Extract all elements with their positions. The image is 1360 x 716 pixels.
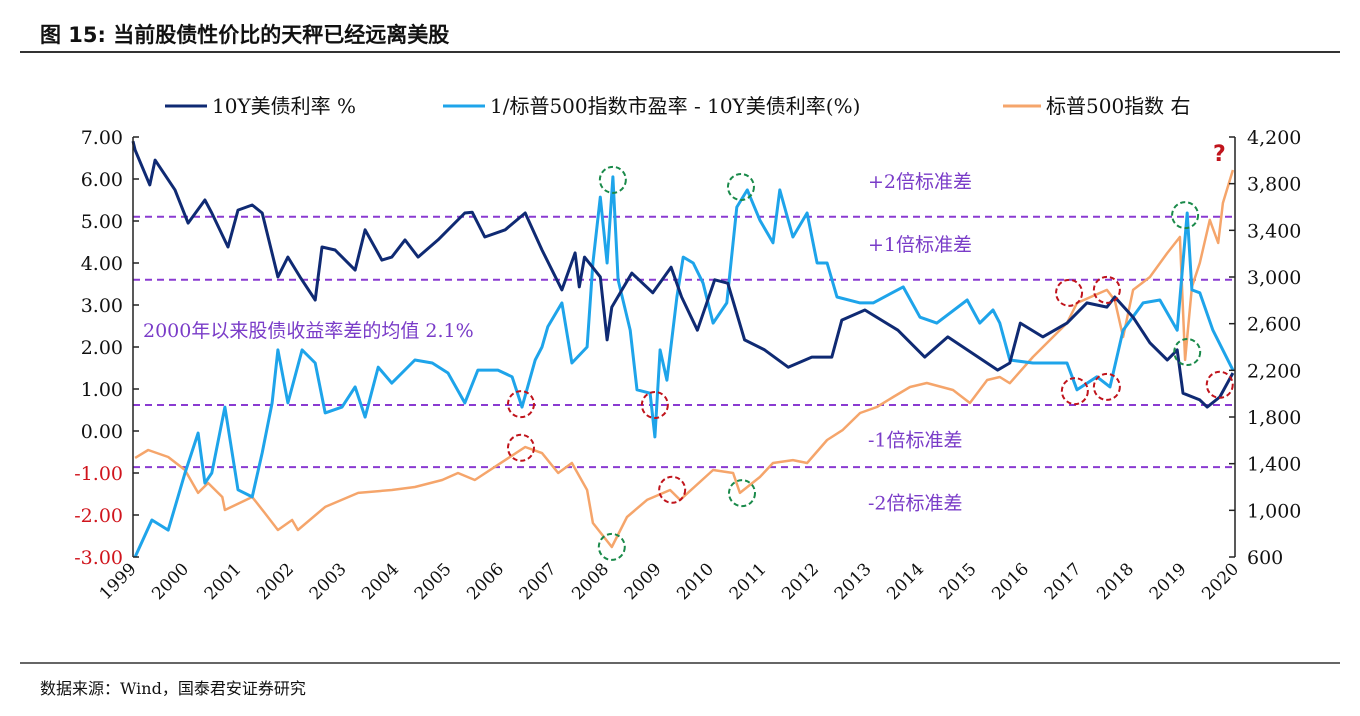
x-tick-label: 2001 (201, 559, 246, 604)
x-tick-label: 2015 (936, 559, 981, 604)
left-tick-label: 5.00 (81, 211, 123, 233)
left-tick-label: 1.00 (81, 379, 123, 401)
right-tick-label: 3,800 (1247, 174, 1301, 196)
reference-line-label: +2倍标准差 (868, 171, 972, 193)
left-tick-label: 7.00 (81, 127, 123, 149)
x-tick-label: 2003 (306, 559, 351, 604)
green-dashed-circle (1173, 338, 1202, 367)
green-dashed-circle (598, 165, 627, 194)
x-tick-label: 2017 (1041, 559, 1086, 604)
green-dashed-circle (728, 479, 756, 508)
legend-label-spread: 1/标普500指数市盈率 - 10Y美债利率(%) (490, 94, 860, 118)
x-tick-label: 2007 (516, 559, 561, 604)
right-tick-label: 1,800 (1247, 407, 1301, 429)
right-tick-label: 1,400 (1247, 454, 1301, 476)
red-dashed-circle (1092, 275, 1121, 304)
x-tick-label: 2008 (568, 559, 613, 604)
right-tick-label: 3,000 (1247, 267, 1301, 289)
x-tick-label: 2013 (831, 559, 876, 604)
red-dashed-circle (1092, 372, 1121, 401)
right-tick-label: 3,400 (1247, 220, 1301, 242)
x-tick-label: 2012 (778, 559, 823, 604)
left-tick-label: -2.00 (74, 505, 123, 527)
source-note: 数据来源：Wind，国泰君安证券研究 (40, 679, 306, 698)
legend-label-spx: 标普500指数 右 (1046, 94, 1191, 118)
red-dashed-circle (1205, 370, 1234, 399)
red-dashed-circle (1055, 278, 1084, 307)
x-tick-label: 2011 (726, 559, 771, 604)
x-tick-label: 2014 (883, 559, 928, 604)
reference-line-label: -1倍标准差 (868, 429, 963, 451)
left-tick-label: 4.00 (81, 253, 123, 275)
x-tick-label: 2000 (148, 559, 193, 604)
series-group (131, 140, 1235, 558)
green-dashed-circle (726, 172, 755, 201)
x-tick-label: 2010 (673, 559, 718, 604)
red-dashed-circle (1060, 377, 1089, 406)
red-dashed-circle (506, 433, 535, 462)
red-dashed-circle (506, 390, 535, 419)
reference-lines: +2倍标准差 +1倍标准差 -1倍标准差 -2倍标准差 (133, 171, 1235, 514)
right-tick-label: 4,200 (1247, 127, 1301, 149)
green-dashed-circle (1171, 201, 1200, 230)
right-tick-label: 2,200 (1247, 360, 1301, 382)
x-tick-label: 2006 (463, 559, 508, 604)
x-tick-label: 2004 (358, 559, 403, 604)
right-tick-label: 2,600 (1247, 314, 1301, 336)
x-tick-label: 2009 (621, 559, 666, 604)
left-tick-label: -1.00 (74, 463, 123, 485)
figure-title: 图 15: 当前股债性价比的天秤已经远离美股 (40, 23, 449, 47)
series-line-spread (133, 175, 1235, 558)
red-dashed-circle (640, 390, 669, 419)
series-line-yield (131, 140, 1235, 409)
question-mark: ? (1213, 142, 1226, 167)
red-dashed-circle (658, 475, 687, 504)
left-tick-label: 2.00 (81, 337, 123, 359)
left-tick-label: 3.00 (81, 295, 123, 317)
right-tick-label: 600 (1247, 547, 1283, 569)
axes: 7.00 6.00 5.00 4.00 3.00 2.00 1.00 0.00 -1.00 -2.… (74, 127, 1301, 604)
reference-line-label: +1倍标准差 (868, 234, 972, 256)
legend: 10Y美债利率 % 1/标普500指数市盈率 - 10Y美债利率(%) 标普50… (165, 94, 1191, 118)
reference-line-label: -2倍标准差 (868, 492, 963, 514)
green-dashed-circle (597, 532, 626, 561)
x-tick-label: 2005 (411, 559, 456, 604)
x-tick-label: 2018 (1093, 559, 1138, 604)
x-tick-label: 2016 (988, 559, 1033, 604)
left-tick-label: -3.00 (74, 547, 123, 569)
right-tick-label: 1,000 (1247, 500, 1301, 522)
x-tick-label: 2019 (1146, 559, 1191, 604)
left-tick-label: 0.00 (81, 421, 123, 443)
legend-label-yield: 10Y美债利率 % (212, 94, 356, 118)
x-tick-label: 2002 (253, 559, 298, 604)
mean-annotation: 2000年以来股债收益率差的均值 2.1% (143, 320, 474, 342)
left-tick-label: 6.00 (81, 169, 123, 191)
annotation-circles (506, 165, 1234, 561)
x-tick-label: 2020 (1198, 559, 1243, 604)
